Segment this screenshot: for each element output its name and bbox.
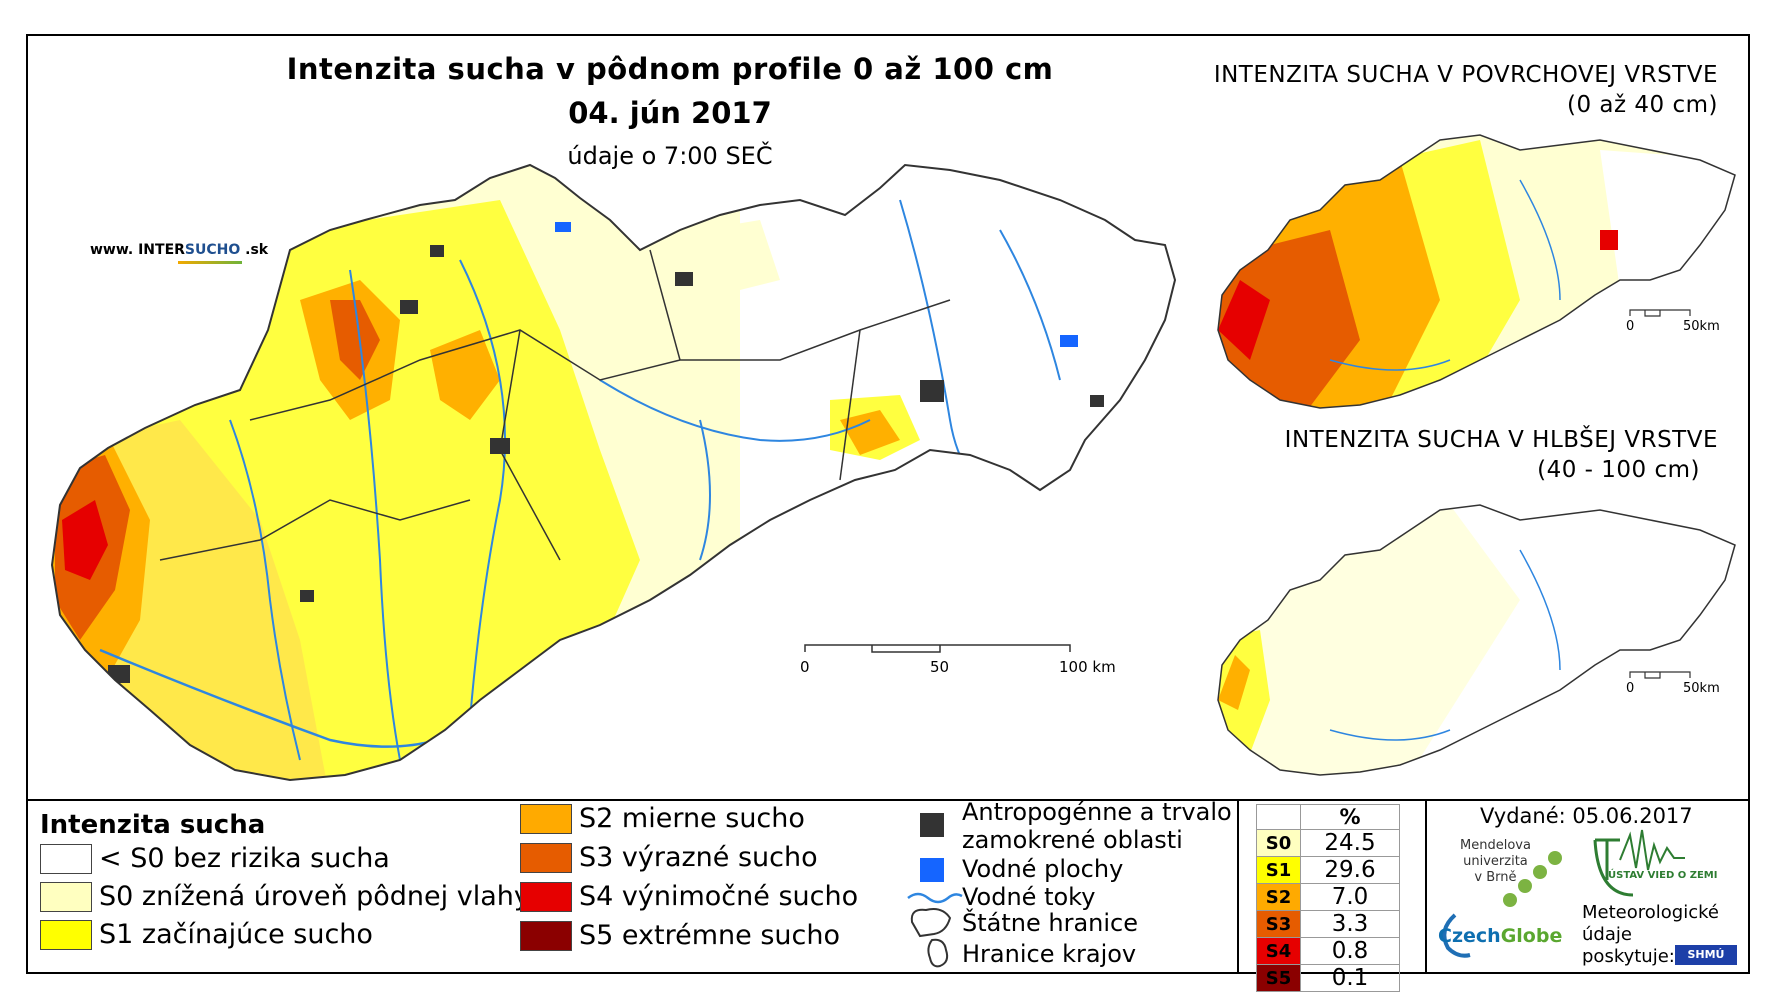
- main-scale-bar: [804, 644, 1071, 653]
- inset-deep-depth: (40 - 100 cm): [1537, 457, 1700, 483]
- czechglobe-logo-icon: [1442, 913, 1471, 958]
- inset-surface-depth: (0 až 40 cm): [1567, 92, 1718, 118]
- table-row: S0 24.5: [1256, 829, 1400, 857]
- table-cell-value: 0.1: [1300, 964, 1400, 992]
- legend-class-label: < S0 bez rizika sucha: [99, 843, 390, 874]
- legend-swatch: [520, 803, 572, 834]
- table-cell-code: S4: [1256, 937, 1301, 965]
- legend-borders: Štátne hranice: [962, 909, 1138, 937]
- table-cell-code: S0: [1256, 829, 1301, 857]
- legend-water: Vodné plochy: [962, 855, 1124, 883]
- legend-separator-2: [1425, 799, 1427, 974]
- table-cell-value: 7.0: [1300, 883, 1400, 911]
- inset2-scale-zero: 0: [1626, 681, 1635, 696]
- legend-class-label: S2 mierne sucho: [579, 803, 805, 834]
- legend-class-label: S4 výnimočné sucho: [579, 881, 859, 912]
- table-cell-value: 0.8: [1300, 937, 1400, 965]
- table-cell-value: 29.6: [1300, 856, 1400, 884]
- legend-swatch: [520, 881, 572, 912]
- table-header-percent: %: [1300, 804, 1400, 830]
- table-cell-code: S3: [1256, 910, 1301, 938]
- map-time: údaje o 7:00 SEČ: [567, 142, 773, 170]
- website-link[interactable]: www. INTERSUCHO .sk: [90, 242, 268, 264]
- issued-date: Vydané: 05.06.2017: [1480, 804, 1693, 828]
- legend-class-row: S0 znížená úroveň pôdnej vlahy: [40, 881, 530, 912]
- map-frame: [26, 34, 1750, 974]
- legend-class-label: S3 výrazné sucho: [579, 842, 818, 873]
- inset-surface-title: INTENZITA SUCHA V POVRCHOVEJ VRSTVE: [1213, 62, 1718, 88]
- legend-divider: [26, 799, 1750, 801]
- legend-class-row: S4 výnimočné sucho: [520, 881, 858, 912]
- legend-regions: Hranice krajov: [962, 940, 1137, 968]
- czechglobe-logo: CzechGlobe: [1438, 925, 1563, 947]
- legend-class-row: < S0 bez rizika sucha: [40, 843, 390, 874]
- legend-swatch: [520, 920, 572, 951]
- scale-label-zero: 0: [800, 658, 810, 676]
- legend-class-row: S1 začínajúce sucho: [40, 919, 373, 950]
- legend-rivers: Vodné toky: [962, 883, 1096, 911]
- river-icon: [907, 892, 963, 904]
- mendel-logo-text: Mendelova univerzita v Brně: [1460, 838, 1531, 885]
- inset-scale-bars: [1629, 309, 1691, 679]
- mendel-logo-dots: [1503, 851, 1562, 907]
- table-row: S4 0.8: [1256, 937, 1400, 965]
- legend-swatch: [40, 843, 92, 874]
- inset-surface-map: [1218, 135, 1735, 408]
- legend-class-label: S1 začínajúce sucho: [99, 919, 373, 950]
- percent-table: % S0 24.5 S1 29.6 S2 7.0 S3 3.3 S4 0.8 S5 0.1: [1256, 804, 1400, 992]
- legend-separator-1: [1237, 799, 1239, 974]
- anthropogenic-area-icon: [920, 813, 944, 837]
- map-date: 04. jún 2017: [568, 96, 772, 130]
- table-row: S2 7.0: [1256, 883, 1400, 911]
- legend-class-label: S5 extrémne sucho: [579, 920, 840, 951]
- uvz-logo-text: ÚSTAV VIED O ZEMI: [1608, 870, 1718, 881]
- inset1-scale-end: 50km: [1683, 319, 1720, 334]
- table-cell-value: 24.5: [1300, 829, 1400, 857]
- region-border-icon: [927, 938, 949, 968]
- scale-label-end: 100 km: [1059, 658, 1116, 676]
- uvz-logo-icon: [1593, 829, 1685, 897]
- legend-swatch: [40, 919, 92, 950]
- legend-swatch: [40, 881, 92, 912]
- table-row: S3 3.3: [1256, 910, 1400, 938]
- shmu-logo: SHMÚ: [1675, 945, 1737, 965]
- legend-class-row: S5 extrémne sucho: [520, 920, 840, 951]
- scale-label-mid: 50: [930, 658, 950, 676]
- main-state-border: [50, 163, 1177, 782]
- table-row: S1 29.6: [1256, 856, 1400, 884]
- legend-anthro-line1: Antropogénne a trvalo: [962, 798, 1232, 826]
- legend-swatch: [520, 842, 572, 873]
- table-cell-code: S5: [1256, 964, 1301, 992]
- inset2-scale-end: 50km: [1683, 681, 1720, 696]
- website-underline: [178, 261, 242, 264]
- table-cell-code: S2: [1256, 883, 1301, 911]
- table-cell-code: S1: [1256, 856, 1301, 884]
- table-header-code: [1256, 804, 1301, 830]
- inset-deep-map: [1218, 505, 1735, 775]
- legend-class-row: S3 výrazné sucho: [520, 842, 818, 873]
- table-row: S5 0.1: [1256, 964, 1400, 992]
- inset-deep-title: INTENZITA SUCHA V HLBŠEJ VRSTVE: [1284, 427, 1718, 453]
- water-body-icon: [920, 858, 944, 882]
- legend-anthro-line2: zamokrené oblasti: [962, 826, 1183, 854]
- state-border-icon: [910, 908, 952, 938]
- legend-class-label: S0 znížená úroveň pôdnej vlahy: [99, 881, 530, 912]
- inset1-scale-zero: 0: [1626, 319, 1635, 334]
- table-cell-value: 3.3: [1300, 910, 1400, 938]
- legend-title: Intenzita sucha: [40, 810, 266, 840]
- meteo-provider-text: Meteorologické údaje poskytuje:: [1582, 902, 1719, 967]
- map-title: Intenzita sucha v pôdnom profile 0 až 10…: [286, 52, 1054, 86]
- legend-class-row: S2 mierne sucho: [520, 803, 805, 834]
